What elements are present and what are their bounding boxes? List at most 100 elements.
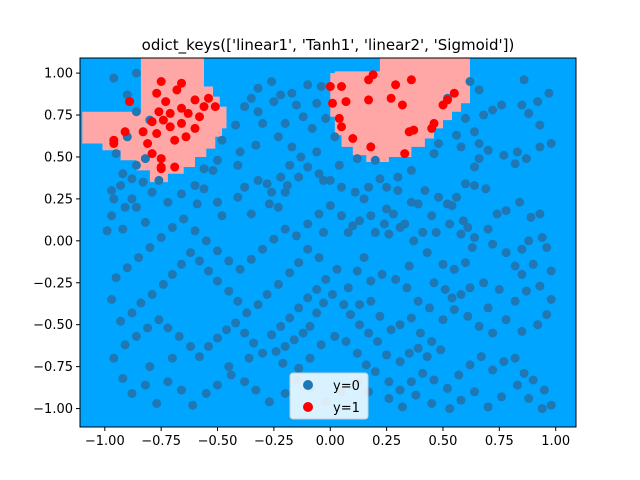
point-y0-137 <box>445 219 455 229</box>
point-y0-3 <box>131 107 141 117</box>
legend: y=0 y=1 <box>289 372 369 420</box>
point-y0-332 <box>246 254 256 264</box>
point-y0-240 <box>539 385 549 395</box>
legend-label-y0: y=0 <box>333 379 360 394</box>
point-y0-51 <box>262 179 272 189</box>
point-y0-213 <box>298 328 308 338</box>
point-y0-232 <box>454 370 464 380</box>
point-y0-176 <box>501 315 511 325</box>
point-y0-50 <box>253 175 263 185</box>
point-y1-18 <box>177 118 186 128</box>
point-y1-41 <box>341 97 351 107</box>
point-y0-144 <box>501 206 511 216</box>
point-y0-186 <box>377 269 387 279</box>
point-y1-29 <box>156 154 166 164</box>
point-y1-8 <box>199 102 209 112</box>
point-y0-109 <box>533 97 543 107</box>
point-y0-231 <box>443 383 452 393</box>
point-y0-74 <box>352 154 362 164</box>
point-y0-321 <box>122 263 132 273</box>
point-y0-238 <box>519 368 529 378</box>
point-y0-154 <box>510 261 520 271</box>
point-y0-337 <box>303 219 313 229</box>
point-y0-152 <box>546 266 556 276</box>
point-y0-234 <box>476 352 486 362</box>
point-y0-87 <box>406 197 416 207</box>
point-y1-35 <box>406 75 416 85</box>
point-y0-37 <box>287 142 297 152</box>
point-y1-20 <box>138 127 148 137</box>
point-y0-299 <box>303 244 313 254</box>
point-y0-86 <box>393 186 403 195</box>
point-y0-272 <box>127 389 137 398</box>
point-y1-55 <box>325 82 335 91</box>
point-y0-140 <box>456 229 466 239</box>
point-y0-110 <box>544 88 554 98</box>
point-y0-216 <box>271 347 281 356</box>
point-y0-36 <box>296 152 306 162</box>
point-y1-34 <box>364 75 374 85</box>
point-y0-148 <box>537 233 547 242</box>
point-y0-28 <box>217 211 227 221</box>
point-y0-57 <box>307 123 317 133</box>
point-y0-326 <box>179 214 189 224</box>
point-y0-273 <box>118 373 128 383</box>
point-y0-117 <box>456 142 466 152</box>
point-y0-156 <box>488 239 498 249</box>
point-y1-36 <box>391 80 401 90</box>
point-y1-10 <box>177 103 186 113</box>
point-y0-197 <box>427 337 437 346</box>
y-tick-label: 1.00 <box>44 67 73 82</box>
point-y0-13 <box>107 186 117 195</box>
point-y0-97 <box>470 162 479 172</box>
point-y0-265 <box>213 380 222 390</box>
point-y0-283 <box>204 342 213 351</box>
point-y0-136 <box>431 227 441 237</box>
point-y0-15 <box>127 194 137 204</box>
point-y0-73 <box>334 160 344 170</box>
x-tick-label: −0.25 <box>254 434 294 449</box>
point-y0-329 <box>213 246 222 256</box>
x-tick-label: 0.50 <box>429 434 458 449</box>
point-y0-276 <box>131 331 141 341</box>
point-y0-274 <box>109 353 119 363</box>
point-y0-72 <box>330 132 340 142</box>
point-y0-296 <box>321 274 331 284</box>
point-y0-69 <box>316 82 326 91</box>
point-y0-111 <box>519 75 529 85</box>
point-y1-3 <box>125 97 135 107</box>
point-y1-40 <box>328 98 337 108</box>
point-y0-92 <box>447 201 457 211</box>
point-y0-46 <box>190 181 200 190</box>
point-y0-130 <box>379 219 389 229</box>
point-y1-15 <box>147 117 157 127</box>
point-y0-19 <box>120 202 130 212</box>
point-y0-121 <box>434 139 443 148</box>
y-tick-label: 0.75 <box>44 109 73 124</box>
legend-label-y1: y=1 <box>333 401 360 416</box>
point-y0-271 <box>140 380 150 390</box>
x-tick-label: −1.00 <box>85 434 125 449</box>
point-y0-151 <box>542 243 552 252</box>
point-y0-141 <box>470 233 479 242</box>
point-y0-247 <box>470 387 479 397</box>
point-y0-316 <box>136 298 146 308</box>
point-y0-168 <box>494 285 504 294</box>
point-y0-75 <box>370 155 380 165</box>
point-y0-350 <box>517 269 527 279</box>
point-y0-342 <box>244 353 254 363</box>
point-y0-32 <box>273 202 283 212</box>
point-y0-281 <box>186 342 195 351</box>
point-y0-353 <box>474 85 484 95</box>
point-y0-43 <box>233 160 243 170</box>
point-y0-248 <box>456 395 466 405</box>
point-y0-250 <box>427 399 437 408</box>
point-y0-101 <box>512 147 522 157</box>
point-y0-355 <box>258 118 268 128</box>
point-y0-318 <box>116 316 126 326</box>
point-y0-285 <box>222 325 231 335</box>
chart-title: odict_keys(['linear1', 'Tanh1', 'linear2… <box>142 36 515 55</box>
point-y0-308 <box>213 276 222 286</box>
point-y0-44 <box>213 155 222 165</box>
